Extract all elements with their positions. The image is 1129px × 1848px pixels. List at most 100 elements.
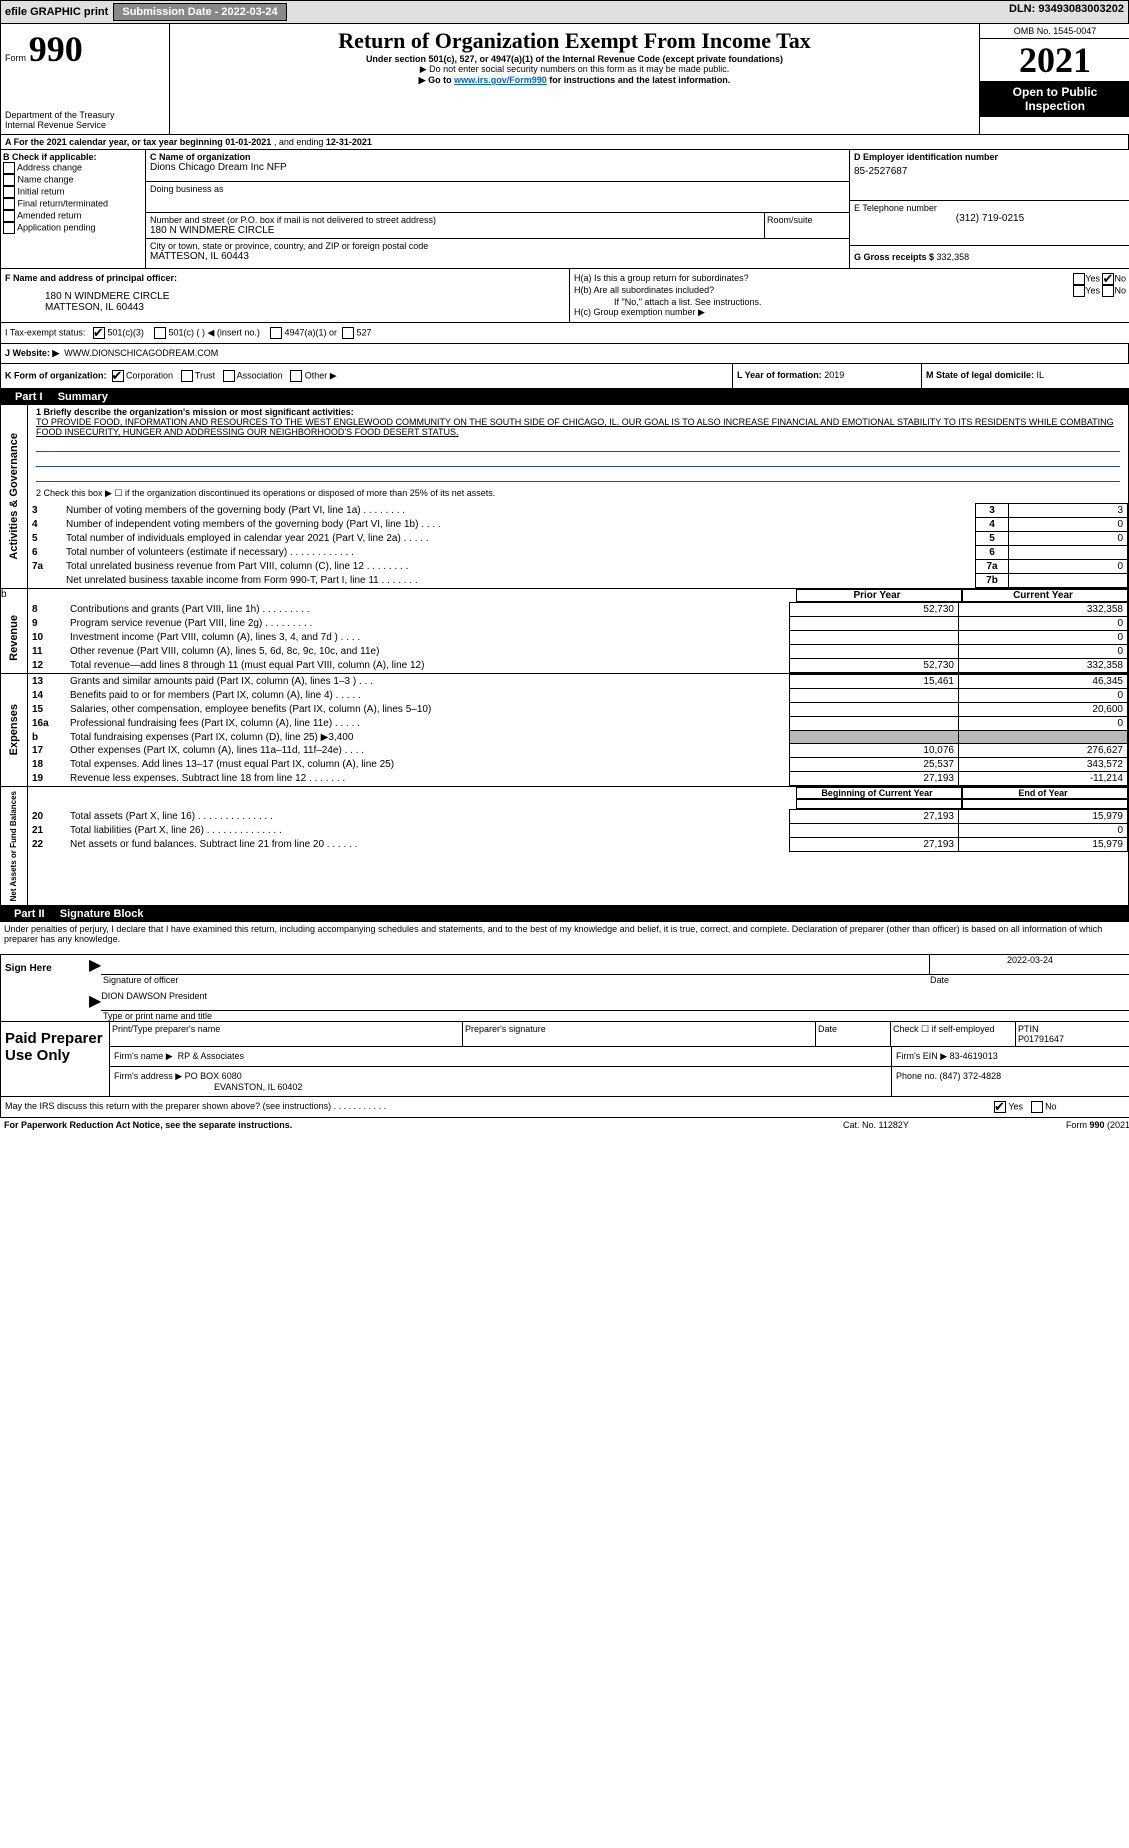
b-marker: b bbox=[1, 589, 28, 602]
preparer-phone: (847) 372-4828 bbox=[940, 1071, 1002, 1081]
line-num: b bbox=[28, 731, 66, 744]
type-name-label: Type or print name and title bbox=[103, 1011, 212, 1021]
firm-name-label: Firm's name ▶ bbox=[114, 1051, 173, 1061]
submission-date-button[interactable]: Submission Date - 2022-03-24 bbox=[113, 3, 286, 21]
part1-container: Part I Summary Activities & Governance 1… bbox=[0, 389, 1129, 906]
line-num bbox=[28, 574, 62, 588]
ein-value: 85-2527687 bbox=[854, 162, 1126, 177]
prior-value bbox=[790, 645, 959, 659]
hb-yes-checkbox[interactable] bbox=[1073, 285, 1085, 297]
q2-label: 2 Check this box ▶ ☐ if the organization… bbox=[28, 484, 1128, 503]
ha-label: H(a) Is this a group return for subordin… bbox=[574, 273, 1016, 285]
city-label: City or town, state or province, country… bbox=[150, 241, 845, 251]
part2-header: Part II Signature Block bbox=[0, 906, 1129, 922]
prior-value bbox=[790, 824, 959, 838]
line-num: 19 bbox=[28, 772, 66, 786]
b-checkbox[interactable] bbox=[3, 186, 15, 198]
line-value: 0 bbox=[1009, 532, 1128, 546]
b-check-item: Application pending bbox=[3, 222, 143, 234]
hb-no: No bbox=[1114, 285, 1126, 295]
k-corp-checkbox[interactable] bbox=[112, 370, 124, 382]
room-label: Room/suite bbox=[767, 215, 847, 225]
k-assoc-checkbox[interactable] bbox=[223, 370, 235, 382]
table-row: 15Salaries, other compensation, employee… bbox=[28, 703, 1128, 717]
dln-label: DLN: 93493083003202 bbox=[1009, 3, 1124, 15]
k-o3: Association bbox=[237, 370, 283, 380]
officer-name-title: DION DAWSON President bbox=[101, 991, 1129, 1011]
discuss-yes-checkbox[interactable] bbox=[994, 1101, 1006, 1113]
city-state-zip: MATTESON, IL 60443 bbox=[150, 251, 845, 262]
i-501c-checkbox[interactable] bbox=[154, 327, 166, 339]
k-trust-checkbox[interactable] bbox=[181, 370, 193, 382]
prior-value bbox=[790, 689, 959, 703]
line-text: Salaries, other compensation, employee b… bbox=[66, 703, 790, 717]
ssn-warning: ▶ Do not enter social security numbers o… bbox=[174, 64, 975, 75]
line-text: Total revenue—add lines 8 through 11 (mu… bbox=[66, 659, 790, 673]
line-text: Contributions and grants (Part VIII, lin… bbox=[66, 603, 790, 617]
current-value: 0 bbox=[959, 717, 1128, 731]
i-4947-checkbox[interactable] bbox=[270, 327, 282, 339]
line-num: 12 bbox=[28, 659, 66, 673]
paid-preparer-label: Paid Preparer Use Only bbox=[1, 1022, 110, 1096]
j-label: J Website: ▶ bbox=[5, 348, 59, 358]
website-value: WWW.DIONSCHICAGODREAM.COM bbox=[64, 348, 218, 358]
b-checkbox[interactable] bbox=[3, 198, 15, 210]
phone-l: Phone no. bbox=[896, 1071, 940, 1081]
b-checkbox[interactable] bbox=[3, 210, 15, 222]
b-checkbox[interactable] bbox=[3, 162, 15, 174]
hb-no-checkbox[interactable] bbox=[1102, 285, 1114, 297]
table-row: 20Total assets (Part X, line 16) . . . .… bbox=[28, 810, 1128, 824]
table-row: 21Total liabilities (Part X, line 26) . … bbox=[28, 824, 1128, 838]
form-title: Return of Organization Exempt From Incom… bbox=[174, 28, 975, 54]
line-text: Total assets (Part X, line 16) . . . . .… bbox=[66, 810, 790, 824]
ha-no-checkbox[interactable] bbox=[1102, 273, 1114, 285]
i-label: I Tax-exempt status: bbox=[5, 327, 85, 337]
sign-here-label: Sign Here bbox=[1, 955, 89, 1021]
discuss-no-checkbox[interactable] bbox=[1031, 1101, 1043, 1113]
q1-label: 1 Briefly describe the organization's mi… bbox=[36, 407, 1120, 417]
f-label: F Name and address of principal officer: bbox=[5, 273, 565, 283]
line-text: Grants and similar amounts paid (Part IX… bbox=[66, 675, 790, 689]
table-row: 8Contributions and grants (Part VIII, li… bbox=[28, 603, 1128, 617]
b-checkbox[interactable] bbox=[3, 174, 15, 186]
line-text: Total liabilities (Part X, line 26) . . … bbox=[66, 824, 790, 838]
instructions-line: ▶ Go to www.irs.gov/Form990 for instruct… bbox=[174, 75, 975, 86]
entity-info-block: B Check if applicable: Address change Na… bbox=[0, 150, 1129, 269]
prior-value bbox=[790, 703, 959, 717]
current-value: 15,979 bbox=[959, 838, 1128, 852]
side-label-revenue: Revenue bbox=[6, 611, 22, 665]
klm-row: K Form of organization: Corporation Trus… bbox=[0, 364, 1129, 389]
b-checkbox[interactable] bbox=[3, 222, 15, 234]
table-row: 9Program service revenue (Part VIII, lin… bbox=[28, 617, 1128, 631]
sig-officer-label: Signature of officer bbox=[103, 975, 930, 985]
firm-ein-label: Firm's EIN ▶ bbox=[896, 1051, 947, 1061]
discuss-label: May the IRS discuss this return with the… bbox=[5, 1101, 994, 1113]
h-check: Check ☐ if self-employed bbox=[891, 1022, 1016, 1046]
line-text: Total unrelated business revenue from Pa… bbox=[62, 560, 976, 574]
current-value: 0 bbox=[959, 824, 1128, 838]
table-row: 19Revenue less expenses. Subtract line 1… bbox=[28, 772, 1128, 786]
col-current: Current Year bbox=[962, 589, 1128, 602]
prior-value: 27,193 bbox=[790, 838, 959, 852]
hc-label: H(c) Group exemption number ▶ bbox=[574, 307, 1126, 318]
line-value: 0 bbox=[1009, 560, 1128, 574]
prior-value: 27,193 bbox=[790, 810, 959, 824]
street-label: Number and street (or P.O. box if mail i… bbox=[150, 215, 760, 225]
line-text: Total number of volunteers (estimate if … bbox=[62, 546, 976, 560]
line-box: 5 bbox=[976, 532, 1009, 546]
gross-receipts-value: 332,358 bbox=[937, 252, 970, 262]
line-num: 5 bbox=[28, 532, 62, 546]
table-row: 16aProfessional fundraising fees (Part I… bbox=[28, 717, 1128, 731]
line-num: 10 bbox=[28, 631, 66, 645]
ha-yes-checkbox[interactable] bbox=[1073, 273, 1085, 285]
instructions-link[interactable]: www.irs.gov/Form990 bbox=[454, 75, 547, 85]
i-527-checkbox[interactable] bbox=[342, 327, 354, 339]
prior-value: 52,730 bbox=[790, 659, 959, 673]
k-other-checkbox[interactable] bbox=[290, 370, 302, 382]
tax-year: 2021 bbox=[980, 39, 1129, 81]
efile-label: efile GRAPHIC print bbox=[5, 6, 108, 18]
i-501c3-checkbox[interactable] bbox=[93, 327, 105, 339]
line-text: Program service revenue (Part VIII, line… bbox=[66, 617, 790, 631]
prior-value: 25,537 bbox=[790, 758, 959, 772]
footer-right-form: 990 bbox=[1089, 1120, 1104, 1130]
